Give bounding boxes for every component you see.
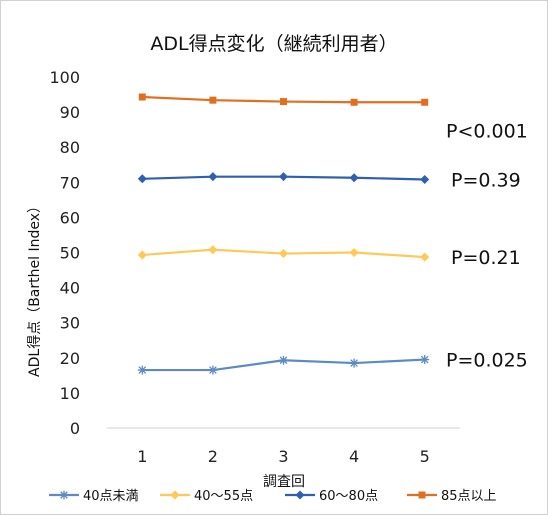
x-axis-label: 調査回 [263, 474, 305, 490]
data-point [137, 250, 147, 260]
p-value-label: P=0.39 [451, 169, 521, 191]
legend-label: 40～55点 [194, 489, 253, 504]
y-axis-label: ADL得点（Barthel Index） [26, 199, 43, 377]
legend-swatch-marker [59, 490, 69, 500]
legend-item: 85点以上 [407, 489, 497, 504]
y-tick-label: 30 [60, 314, 80, 333]
data-point [420, 174, 430, 184]
data-point [349, 358, 359, 368]
legend-item: 40～55点 [160, 489, 253, 504]
data-point [349, 173, 359, 183]
p-value-annotations: P<0.001 P=0.39 P=0.21 P=0.025 [446, 120, 528, 371]
legend-label: 85点以上 [441, 489, 497, 504]
data-point [137, 174, 147, 184]
legend-label: 40点未満 [83, 489, 139, 504]
data-point [350, 98, 358, 106]
data-point [280, 98, 287, 106]
y-tick-label: 80 [60, 138, 80, 157]
data-point [208, 245, 218, 255]
series-group [137, 355, 430, 375]
x-tick-labels: 1 2 3 4 5 [137, 447, 430, 466]
series-group [138, 93, 429, 106]
y-tick-label: 50 [60, 244, 80, 263]
data-point [420, 355, 430, 365]
data-point [209, 96, 217, 104]
y-tick-label: 0 [70, 419, 80, 438]
series-group [137, 245, 430, 262]
legend-swatch-marker [418, 491, 426, 499]
y-tick-label: 100 [49, 68, 80, 87]
legend-swatch-marker [295, 490, 305, 500]
data-point [279, 172, 288, 182]
legend-item: 40点未満 [49, 489, 139, 504]
x-tick-label: 4 [349, 447, 359, 466]
y-tick-labels: 0 10 20 30 40 50 60 70 80 90 100 [49, 68, 80, 438]
x-tick-label: 1 [137, 447, 147, 466]
data-point [279, 355, 288, 365]
data-point [279, 249, 288, 259]
series-layer [137, 93, 430, 375]
data-point [208, 172, 218, 182]
data-point [349, 248, 359, 257]
p-value-label: P=0.025 [446, 350, 528, 372]
y-tick-label: 60 [60, 208, 80, 227]
y-tick-label: 10 [60, 384, 80, 403]
series-group [137, 172, 430, 184]
legend-item: 60～80点 [285, 489, 378, 504]
legend: 40点未満 40～55点 60～80点 85点以上 [49, 489, 497, 504]
data-point [421, 98, 429, 106]
y-tick-label: 90 [60, 103, 80, 122]
data-point [137, 365, 147, 375]
x-tick-label: 5 [420, 447, 430, 466]
data-point [420, 252, 430, 262]
y-tick-label: 20 [60, 349, 80, 368]
y-tick-label: 70 [60, 173, 80, 192]
p-value-label: P<0.001 [446, 120, 528, 142]
x-tick-label: 3 [278, 447, 288, 466]
legend-swatch-marker [170, 490, 180, 500]
p-value-label: P=0.21 [451, 247, 521, 269]
chart-title: ADL得点変化（継続利用者） [150, 33, 397, 55]
data-point [138, 93, 146, 101]
legend-label: 60～80点 [319, 489, 378, 504]
x-tick-label: 2 [208, 447, 218, 466]
data-point [208, 365, 218, 375]
y-tick-label: 40 [60, 279, 80, 298]
